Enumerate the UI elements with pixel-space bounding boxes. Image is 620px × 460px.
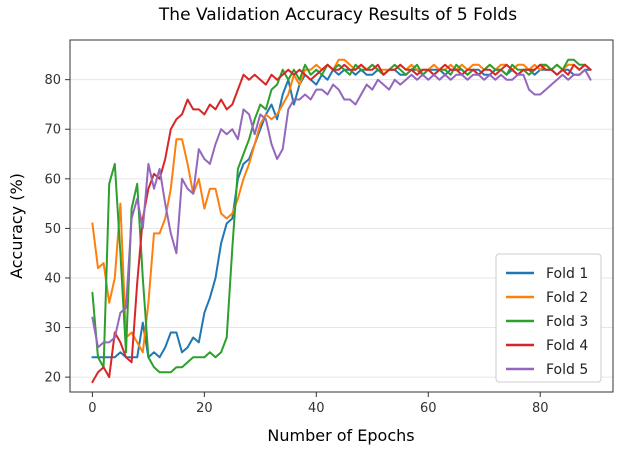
x-axis-label: Number of Epochs <box>267 426 414 445</box>
legend-label: Fold 5 <box>546 362 588 378</box>
y-tick-label: 60 <box>44 172 61 187</box>
x-tick-label: 0 <box>88 401 96 416</box>
legend-box <box>495 253 602 383</box>
chart-title: The Validation Accuracy Results of 5 Fol… <box>158 5 517 25</box>
x-tick-label: 60 <box>420 401 437 416</box>
series-line-fold-4 <box>91 63 592 384</box>
legend-label: Fold 2 <box>546 290 588 306</box>
y-axis-label: Accuracy (%) <box>7 173 26 279</box>
legend-label: Fold 4 <box>546 338 588 354</box>
series-lines <box>91 58 592 384</box>
series-line-fold-5 <box>91 68 592 349</box>
plot-area <box>69 39 614 393</box>
x-tick-label: 80 <box>532 401 549 416</box>
y-tick-label: 80 <box>44 73 61 88</box>
legend: Fold 1 Fold 2 Fold 3 Fold 4 Fold 5 <box>495 253 602 383</box>
y-tick-label: 20 <box>44 371 61 386</box>
legend-label: Fold 1 <box>546 266 588 282</box>
x-axis-ticks: 0 20 40 60 80 <box>88 392 549 416</box>
x-tick-label: 40 <box>308 401 325 416</box>
y-axis-ticks: 20 30 40 50 60 70 80 <box>44 73 70 386</box>
legend-label: Fold 3 <box>546 314 588 330</box>
x-tick-label: 20 <box>196 401 213 416</box>
y-tick-label: 40 <box>44 271 61 286</box>
y-tick-label: 30 <box>44 321 61 336</box>
y-tick-label: 50 <box>44 222 61 237</box>
y-tick-label: 70 <box>44 123 61 138</box>
